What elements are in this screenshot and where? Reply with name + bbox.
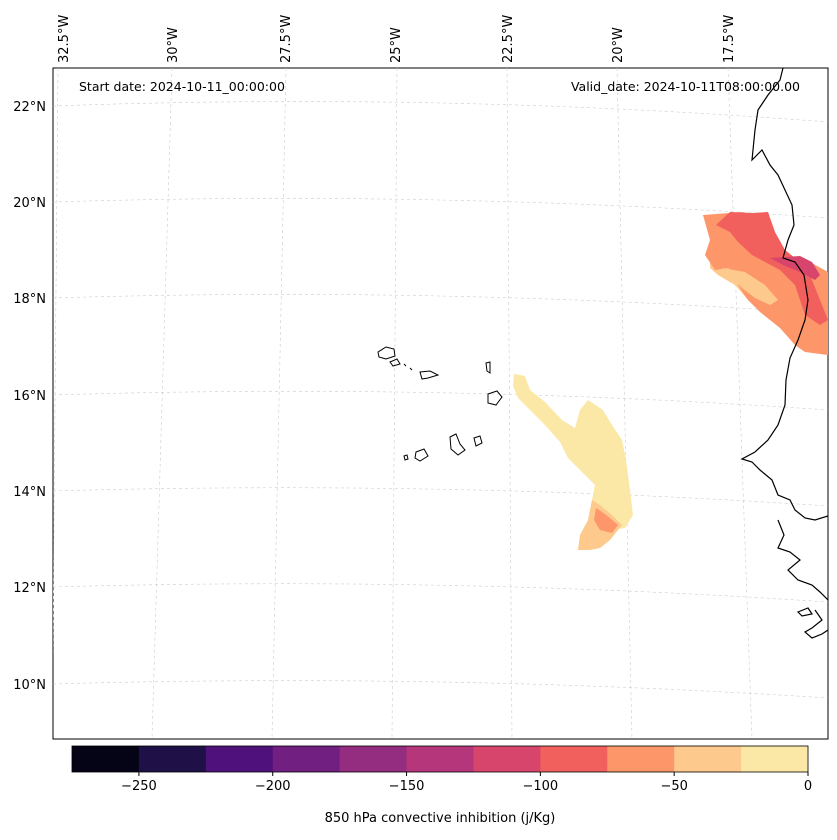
colorbar-tick-label: −200 — [255, 779, 291, 794]
colorbar-bin — [272, 746, 341, 772]
colorbar-tick-label: −50 — [660, 779, 687, 794]
colorbar-bin — [339, 746, 408, 772]
lon-label: 17.5°W — [722, 15, 737, 63]
cin-region-south-pale — [513, 374, 633, 530]
graticule-lines — [53, 68, 828, 739]
lat-label: 22°N — [13, 100, 46, 115]
colorbar-frame — [71, 745, 809, 773]
lat-label: 10°N — [13, 678, 46, 693]
colorbar: −250 −200 −150 −100 −50 0 850 hPa convective … — [71, 745, 812, 826]
colorbar-tick-label: −150 — [389, 779, 425, 794]
lon-label: 32.5°W — [57, 15, 72, 63]
lat-label: 20°N — [13, 196, 46, 211]
latitude-labels: 22°N 20°N 18°N 16°N 14°N 12°N 10°N — [13, 100, 46, 693]
colorbar-bin — [540, 746, 608, 772]
cin-region-north-red — [716, 212, 828, 325]
colorbar-bin — [406, 746, 474, 772]
colorbar-tick-label: −250 — [121, 779, 157, 794]
start-date-label: Start date: 2024-10-11_00:00:00 — [79, 79, 285, 94]
colorbar-bins — [72, 746, 809, 772]
colorbar-bin — [674, 746, 742, 772]
lon-label: 27.5°W — [279, 15, 294, 63]
map-frame — [52, 67, 829, 740]
colorbar-label: 850 hPa convective inhibition (j/Kg) — [325, 811, 556, 826]
lat-label: 14°N — [13, 485, 46, 500]
lat-label: 12°N — [13, 581, 46, 596]
cin-region-north-deep — [770, 256, 820, 280]
lon-label: 25°W — [389, 27, 404, 63]
longitude-labels: 32.5°W 30°W 27.5°W 25°W 22.5°W 20°W 17.5… — [57, 15, 737, 63]
cin-region-north-inner-light — [722, 268, 778, 305]
lat-label: 16°N — [13, 389, 46, 404]
colorbar-bin — [72, 746, 140, 772]
colorbar-bin — [607, 746, 675, 772]
colorbar-tick-label: 0 — [804, 779, 812, 794]
colorbar-ticks: −250 −200 −150 −100 −50 0 — [121, 772, 812, 794]
lon-label: 22.5°W — [501, 15, 516, 63]
colorbar-bin — [205, 746, 274, 772]
colorbar-bin — [138, 746, 207, 772]
cin-region-south-orange — [594, 508, 618, 533]
colorbar-bin — [741, 746, 809, 772]
cin-field — [513, 212, 828, 550]
coastline — [740, 68, 828, 639]
lon-label: 30°W — [166, 27, 181, 63]
lat-label: 18°N — [13, 292, 46, 307]
colorbar-bin — [473, 746, 541, 772]
valid-date-label: Valid_date: 2024-10-11T08:00:00.00 — [571, 79, 800, 94]
colorbar-tick-label: −100 — [523, 779, 559, 794]
cin-region-north-orange — [703, 212, 828, 355]
lon-label: 20°W — [611, 27, 626, 63]
cape-verde-islands — [377, 346, 503, 462]
